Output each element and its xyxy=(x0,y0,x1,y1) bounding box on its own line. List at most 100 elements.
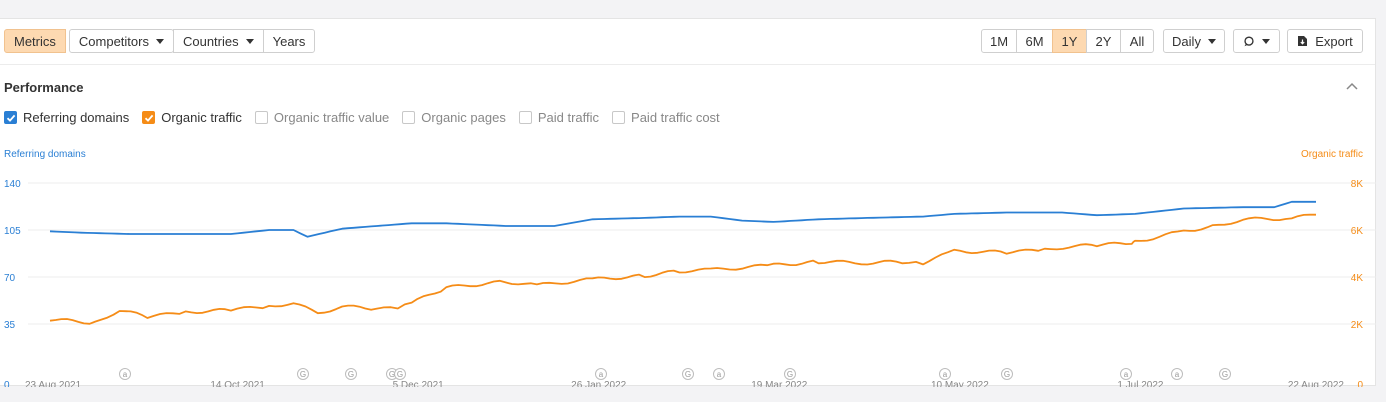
interval-dropdown-wrap: Daily xyxy=(1163,29,1225,53)
range-label: 2Y xyxy=(1095,33,1112,49)
chevron-up-icon[interactable] xyxy=(1345,81,1359,91)
legend-organic-pages[interactable]: Organic pages xyxy=(402,110,506,125)
range-label: 6M xyxy=(1025,33,1044,49)
annotation-marker-label: a xyxy=(1124,370,1129,379)
legend-label: Organic traffic xyxy=(161,110,242,125)
comment-icon xyxy=(1244,35,1254,46)
export-wrap: Export xyxy=(1287,29,1363,53)
checkbox-unchecked-icon[interactable] xyxy=(612,111,626,124)
left-axis-tick: 70 xyxy=(4,273,16,284)
range-label: 1M xyxy=(989,33,1009,49)
legend-label: Organic traffic value xyxy=(273,110,390,125)
annotation-marker xyxy=(119,368,131,380)
interval-label: Daily xyxy=(1172,33,1201,49)
series-line-referring-domains xyxy=(49,200,1316,238)
annotations-dropdown-wrap xyxy=(1233,29,1280,53)
annotation-marker-label: G xyxy=(389,370,395,379)
annotation-marker-label: a xyxy=(1175,370,1180,379)
series-line-organic-traffic xyxy=(49,213,1316,325)
tab-years-label: Years xyxy=(272,33,306,49)
range-2y-button[interactable]: 2Y xyxy=(1086,29,1121,53)
range-selector: 1M 6M 1Y 2Y All xyxy=(981,29,1154,53)
annotation-marker xyxy=(713,368,725,380)
range-1y-button[interactable]: 1Y xyxy=(1052,29,1087,53)
chart-toolbar: Metrics Competitors Countries Years 1M 6… xyxy=(0,19,1375,65)
tab-competitors-label: Competitors xyxy=(78,33,149,49)
annotation-marker xyxy=(682,368,694,380)
x-axis-tick: 5 Dec 2021 xyxy=(393,380,445,387)
range-label: All xyxy=(1129,33,1145,49)
annotation-marker xyxy=(784,368,796,380)
tab-countries[interactable]: Countries xyxy=(172,29,264,53)
range-label: 1Y xyxy=(1061,33,1078,49)
checkbox-unchecked-icon[interactable] xyxy=(518,111,532,124)
left-axis-tick: 105 xyxy=(4,226,21,237)
legend-referring-domains[interactable]: Referring domains xyxy=(4,110,129,125)
annotation-marker-label: G xyxy=(685,370,691,379)
export-label: Export xyxy=(1315,33,1353,49)
performance-panel: Metrics Competitors Countries Years 1M 6… xyxy=(0,18,1376,387)
checkbox-unchecked-icon[interactable] xyxy=(402,111,416,124)
annotation-marker-label: G xyxy=(1004,370,1010,379)
annotation-marker xyxy=(1120,368,1132,380)
left-axis-tick: 140 xyxy=(4,179,21,190)
legend-paid-traffic-cost[interactable]: Paid traffic cost xyxy=(612,110,720,125)
right-axis-tick: 2K xyxy=(1351,320,1364,331)
checkbox-checked-icon[interactable] xyxy=(4,111,17,124)
checkbox-unchecked-icon[interactable] xyxy=(254,111,268,124)
x-axis-tick: 19 Mar 2022 xyxy=(751,380,808,387)
annotation-marker-label: G xyxy=(348,370,354,379)
right-axis-tick: 6K xyxy=(1351,226,1364,237)
legend-paid-traffic[interactable]: Paid traffic xyxy=(518,110,600,125)
annotation-marker xyxy=(1001,368,1013,380)
tab-countries-label: Countries xyxy=(182,33,239,49)
x-axis-tick: 26 Jan 2022 xyxy=(571,380,626,387)
x-axis-tick: 14 Oct 2021 xyxy=(210,380,265,387)
legend-organic-traffic[interactable]: Organic traffic xyxy=(142,110,242,125)
tab-years[interactable]: Years xyxy=(262,29,316,53)
right-axis-title: Organic traffic xyxy=(1300,149,1363,160)
annotation-marker xyxy=(297,368,309,380)
annotation-marker-label: G xyxy=(787,370,793,379)
tab-metrics[interactable]: Metrics xyxy=(4,29,66,53)
download-icon xyxy=(1298,36,1308,46)
annotations-dropdown[interactable] xyxy=(1233,29,1280,53)
annotation-marker xyxy=(939,368,951,380)
legend-label: Organic pages xyxy=(421,110,506,125)
annotation-marker xyxy=(394,368,406,380)
checkbox-checked-icon[interactable] xyxy=(142,111,156,124)
left-axis-tick: 35 xyxy=(4,320,16,331)
annotation-marker xyxy=(1219,368,1231,380)
annotation-marker-label: a xyxy=(123,370,128,379)
x-axis-tick: 22 Aug 2022 xyxy=(1288,380,1345,387)
legend-label: Referring domains xyxy=(23,110,130,125)
annotation-marker xyxy=(1171,368,1183,380)
x-axis-tick: 1 Jul 2022 xyxy=(1117,380,1164,387)
metrics-legend: Referring domains Organic traffic Organi… xyxy=(4,110,733,125)
range-all-button[interactable]: All xyxy=(1120,29,1154,53)
metric-tabs: Metrics Competitors Countries Years xyxy=(4,29,316,53)
range-1m-button[interactable]: 1M xyxy=(981,29,1017,53)
annotation-marker-label: G xyxy=(397,370,403,379)
chevron-down-icon xyxy=(1207,38,1216,44)
annotation-marker-label: a xyxy=(717,370,722,379)
right-axis-tick: 0 xyxy=(1357,380,1363,387)
performance-chart[interactable]: 0 0 35 2K 70 4K 105 6K 140 8K 23 Aug 2021 14 Oct 20… xyxy=(0,159,1376,387)
annotation-marker-label: a xyxy=(943,370,948,379)
annotation-marker xyxy=(595,368,607,380)
annotation-marker-label: G xyxy=(1222,370,1228,379)
export-button[interactable]: Export xyxy=(1287,29,1363,53)
legend-label: Paid traffic xyxy=(537,110,600,125)
right-axis-tick: 8K xyxy=(1351,179,1364,190)
right-axis-tick: 4K xyxy=(1351,273,1364,284)
left-axis-tick: 0 xyxy=(4,380,10,387)
tab-competitors[interactable]: Competitors xyxy=(68,29,174,53)
tab-metrics-label: Metrics xyxy=(14,33,56,49)
legend-organic-traffic-value[interactable]: Organic traffic value xyxy=(254,110,390,125)
annotation-marker xyxy=(345,368,357,380)
legend-label: Paid traffic cost xyxy=(631,110,720,125)
range-6m-button[interactable]: 6M xyxy=(1016,29,1053,53)
interval-dropdown[interactable]: Daily xyxy=(1163,29,1225,53)
annotation-marker-label: a xyxy=(599,370,604,379)
section-title: Performance xyxy=(4,80,84,95)
